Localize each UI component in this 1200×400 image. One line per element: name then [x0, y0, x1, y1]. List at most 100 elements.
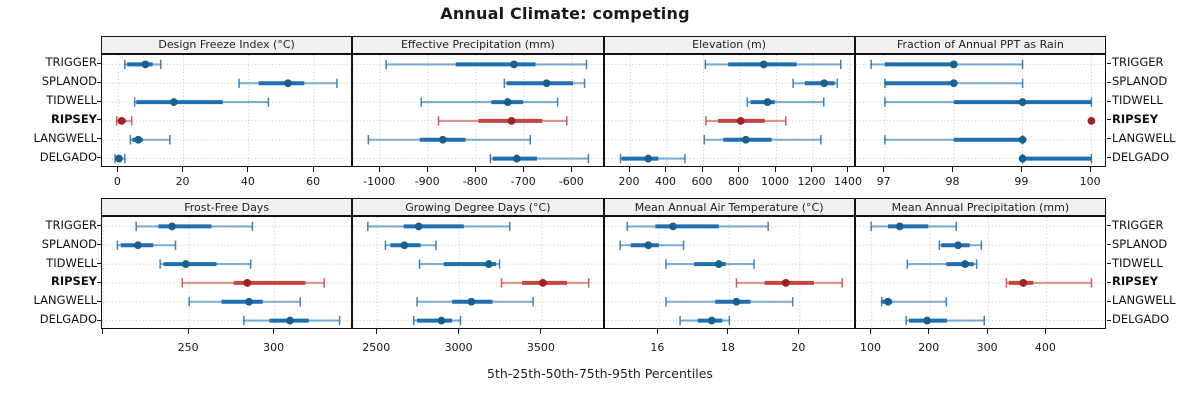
median-point — [922, 316, 931, 325]
x-tick-label: 1000 — [761, 174, 789, 188]
x-tick — [102, 329, 104, 334]
y-tick — [1106, 263, 1111, 265]
panel-growing-degree-days-c — [352, 216, 605, 330]
x-tick — [375, 329, 377, 334]
y-tick — [1106, 62, 1111, 64]
y-tick — [96, 100, 101, 102]
y-tick — [1106, 244, 1111, 246]
x-tick — [378, 166, 380, 172]
median-point — [169, 97, 178, 106]
x-tick-label: 0 — [113, 174, 121, 188]
y-tick — [1106, 138, 1111, 140]
x-tick — [811, 166, 812, 172]
median-point — [736, 116, 745, 125]
median-point — [1087, 116, 1096, 125]
x-tick-label: 40 — [240, 174, 255, 188]
x-tick — [540, 329, 542, 334]
x-tick-label: -1000 — [363, 174, 396, 188]
x-tick-label: -600 — [558, 174, 584, 188]
median-point — [141, 60, 150, 68]
x-tick — [187, 329, 189, 334]
median-point — [1018, 97, 1027, 106]
median-point — [467, 297, 476, 306]
y-tick — [1106, 100, 1111, 102]
x-tick-label: 800 — [728, 174, 750, 188]
x-tick-label: 1400 — [833, 174, 862, 188]
station-label-left-tidwell: TIDWELL — [46, 255, 97, 270]
median-point — [134, 135, 143, 144]
median-point — [115, 154, 123, 162]
panel-strip-mean-annual-air-temperature-c: Mean Annual Air Temperature (°C) — [603, 198, 855, 216]
panel-title: Fraction of Annual PPT as Rain — [896, 38, 1064, 51]
station-label-right-ripsey: RIPSEY — [1112, 111, 1159, 126]
x-tick — [426, 166, 428, 172]
y-tick — [96, 244, 101, 246]
x-tick-label: 16 — [650, 340, 665, 354]
x-tick-label: 20 — [175, 174, 190, 188]
x-tick — [869, 329, 871, 334]
station-label-right-splanod: SPLANOD — [1112, 236, 1168, 251]
panel-title: Mean Annual Precipitation (mm) — [891, 200, 1070, 214]
y-tick — [1106, 119, 1111, 121]
panel-title: Growing Degree Days (°C) — [405, 200, 551, 214]
x-tick-label: 60 — [306, 174, 321, 188]
panel-plot — [102, 54, 354, 168]
median-point — [181, 260, 190, 268]
x-tick-label: 18 — [720, 340, 735, 354]
x-tick — [727, 329, 729, 334]
station-label-left-delgado: DELGADO — [39, 149, 97, 164]
median-point — [284, 78, 292, 87]
x-tick — [951, 166, 953, 172]
panel-title: Design Freeze Index (°C) — [158, 38, 295, 51]
median-point — [133, 241, 142, 250]
median-point — [949, 60, 958, 68]
x-tick-label: 250 — [177, 340, 199, 354]
median-point — [883, 297, 892, 306]
station-label-left-ripsey: RIPSEY — [50, 274, 97, 289]
median-point — [437, 316, 446, 325]
x-tick — [522, 166, 524, 172]
x-tick-label: 3000 — [444, 340, 473, 354]
median-point — [741, 135, 750, 144]
panel-elevation-m — [603, 53, 856, 168]
x-tick-label: 3500 — [526, 340, 555, 354]
x-tick-label: -900 — [414, 174, 440, 188]
panel-plot — [604, 217, 856, 330]
median-point — [732, 297, 740, 306]
y-tick — [96, 263, 101, 265]
median-point — [117, 116, 126, 125]
station-label-right-delgado: DELGADO — [1112, 149, 1170, 164]
station-label-left-langwell: LANGWELL — [33, 293, 97, 308]
x-tick-label: 200 — [618, 174, 640, 188]
median-point — [781, 279, 790, 287]
x-tick-label: 100 — [1079, 174, 1101, 188]
median-point — [643, 241, 652, 250]
median-point — [668, 222, 677, 231]
panel-title: Frost-Free Days — [184, 200, 270, 214]
x-tick-label: 2500 — [362, 340, 391, 354]
station-label-right-trigger: TRIGGER — [1112, 55, 1164, 70]
x-tick — [701, 166, 703, 172]
station-label-right-splanod: SPLANOD — [1112, 74, 1168, 89]
panel-mean-annual-air-temperature-c — [603, 216, 856, 330]
median-point — [243, 279, 252, 287]
y-tick — [1106, 225, 1111, 227]
station-label-left-ripsey: RIPSEY — [50, 111, 97, 126]
x-tick-label: 99 — [1014, 174, 1029, 188]
panel-strip-mean-annual-precipitation-mm: Mean Annual Precipitation (mm) — [854, 198, 1106, 216]
x-tick-label: -700 — [510, 174, 536, 188]
median-point — [542, 78, 551, 87]
median-point — [513, 154, 521, 162]
x-tick — [474, 166, 476, 172]
median-point — [510, 60, 519, 68]
panel-strip-frost-free-days: Frost-Free Days — [101, 198, 353, 216]
median-point — [1018, 154, 1027, 162]
panel-plot — [855, 217, 1107, 330]
median-point — [895, 222, 904, 231]
panel-design-freeze-index-c — [101, 53, 354, 168]
figure-caption: 5th-25th-50th-75th-95th Percentiles — [487, 366, 713, 381]
station-label-right-langwell: LANGWELL — [1112, 293, 1176, 308]
median-point — [763, 97, 771, 106]
median-point — [960, 260, 969, 268]
x-tick — [628, 166, 630, 172]
